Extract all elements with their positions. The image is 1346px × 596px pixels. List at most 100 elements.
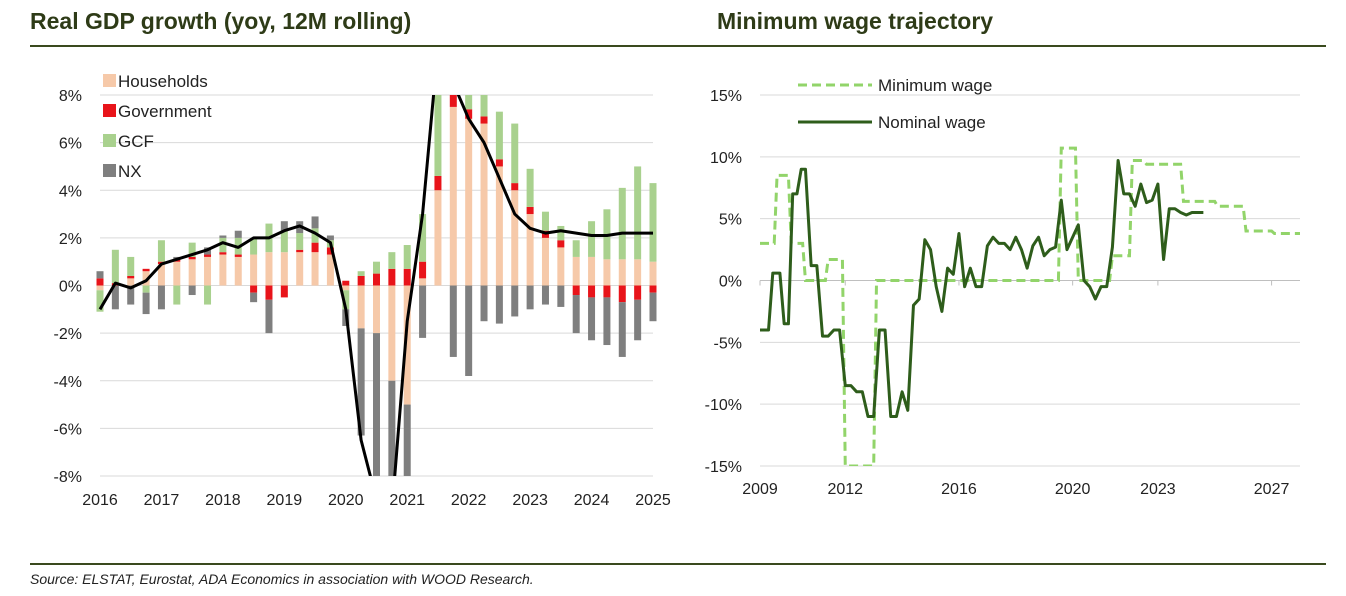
gcf-bar bbox=[434, 95, 442, 176]
government-bar bbox=[526, 206, 534, 215]
nx-bar bbox=[157, 285, 165, 310]
gdp-growth-line bbox=[98, 95, 653, 476]
nx-bar bbox=[557, 285, 565, 307]
households-bar bbox=[311, 252, 319, 286]
y-tick-label: 4% bbox=[59, 183, 82, 200]
y-tick-label: 2% bbox=[59, 231, 82, 248]
legend-label-nx: NX bbox=[118, 162, 142, 181]
households-bar bbox=[449, 106, 457, 286]
gcf-bar bbox=[188, 242, 196, 257]
x-tick-label: 2024 bbox=[574, 492, 610, 509]
nx-bar bbox=[111, 285, 119, 310]
y-tick-label: -15% bbox=[705, 459, 742, 476]
source-note: Source: ELSTAT, Eurostat, ADA Economics … bbox=[30, 571, 534, 587]
government-bar bbox=[250, 285, 258, 293]
nx-bar bbox=[388, 380, 396, 476]
gcf-bar bbox=[357, 271, 365, 276]
legend-swatch-households bbox=[103, 74, 116, 87]
government-bar bbox=[219, 252, 227, 255]
government-bar bbox=[296, 249, 304, 253]
x-tick-label: 2017 bbox=[144, 492, 180, 509]
y-tick-label: -8% bbox=[54, 469, 82, 486]
x-tick-label: 2021 bbox=[389, 492, 425, 509]
households-bar bbox=[96, 285, 104, 291]
households-bar bbox=[127, 278, 135, 286]
nx-bar bbox=[480, 285, 488, 322]
households-bar bbox=[557, 247, 565, 286]
gcf-bar bbox=[419, 214, 427, 262]
y-tick-label: -4% bbox=[54, 374, 82, 391]
households-bar bbox=[280, 252, 288, 286]
x-tick-label: 2018 bbox=[205, 492, 241, 509]
nx-bar bbox=[280, 221, 288, 231]
gcf-bar bbox=[450, 83, 457, 95]
gcf-bar bbox=[280, 230, 288, 253]
nx-bar bbox=[311, 216, 319, 229]
legend-label-gcf: GCF bbox=[118, 132, 154, 151]
government-bar bbox=[511, 183, 519, 191]
y-tick-label: 15% bbox=[710, 88, 742, 105]
government-bar bbox=[142, 268, 150, 272]
gcf-bar bbox=[618, 187, 626, 260]
nx-bar bbox=[142, 292, 150, 315]
government-bar bbox=[204, 254, 212, 257]
households-bar bbox=[219, 254, 227, 286]
households-bar bbox=[142, 271, 150, 286]
government-bar bbox=[342, 280, 350, 286]
nominal-wage-line bbox=[760, 159, 1204, 419]
legend-label-households: Households bbox=[118, 72, 208, 91]
government-bar bbox=[465, 109, 473, 119]
nx-bar bbox=[618, 302, 626, 357]
y-tick-label: 10% bbox=[710, 150, 742, 167]
households-bar bbox=[265, 252, 273, 286]
gcf-bar bbox=[96, 290, 104, 312]
government-bar bbox=[326, 247, 334, 255]
x-tick-label: 2009 bbox=[742, 481, 778, 498]
nx-bar bbox=[511, 285, 519, 317]
households-bar bbox=[326, 254, 334, 286]
nx-bar bbox=[96, 271, 104, 279]
government-bar bbox=[265, 285, 273, 300]
gcf-bar bbox=[342, 290, 350, 310]
households-bar bbox=[250, 254, 258, 286]
gdp-growth-chart: 8% 6% 4% 2% 0% -2% -4% -6% -8%2016 2017 2018 2019 20… bbox=[54, 72, 671, 509]
x-tick-label: 2012 bbox=[827, 481, 863, 498]
gcf-bar bbox=[219, 237, 227, 253]
nx-bar bbox=[541, 285, 549, 305]
y-tick-label: 5% bbox=[719, 212, 742, 229]
gcf-bar bbox=[588, 221, 596, 257]
government-bar bbox=[572, 285, 580, 296]
households-bar bbox=[373, 285, 380, 334]
gcf-bar bbox=[127, 256, 135, 276]
y-tick-label: 0% bbox=[59, 279, 82, 296]
x-tick-label: 2025 bbox=[635, 492, 671, 509]
nx-bar bbox=[403, 404, 411, 476]
gcf-bar bbox=[373, 261, 380, 274]
households-bar bbox=[173, 261, 181, 286]
x-tick-label: 2027 bbox=[1254, 481, 1290, 498]
nx-bar bbox=[234, 230, 242, 238]
households-bar bbox=[572, 256, 580, 286]
nx-bar bbox=[465, 285, 473, 376]
nx-bar bbox=[326, 235, 334, 241]
wage-chart-title: Minimum wage trajectory bbox=[717, 8, 994, 34]
x-tick-label: 2016 bbox=[941, 481, 977, 498]
gcf-bar bbox=[649, 183, 657, 262]
households-bar bbox=[357, 285, 365, 329]
nx-bar bbox=[634, 299, 642, 341]
government-bar bbox=[649, 285, 657, 293]
gdp-chart-title: Real GDP growth (yoy, 12M rolling) bbox=[30, 8, 412, 34]
x-tick-label: 2023 bbox=[1140, 481, 1176, 498]
government-bar bbox=[618, 285, 626, 303]
gcf-bar bbox=[511, 123, 519, 184]
y-tick-label: 0% bbox=[719, 274, 742, 291]
y-tick-label: -6% bbox=[54, 421, 82, 438]
gcf-bar bbox=[296, 233, 304, 250]
households-bar bbox=[419, 278, 427, 286]
x-tick-label: 2020 bbox=[1055, 481, 1091, 498]
government-bar bbox=[188, 256, 196, 260]
households-bar bbox=[495, 166, 503, 286]
gcf-bar bbox=[157, 240, 165, 262]
households-bar bbox=[511, 190, 519, 286]
gcf-bar bbox=[388, 252, 396, 269]
